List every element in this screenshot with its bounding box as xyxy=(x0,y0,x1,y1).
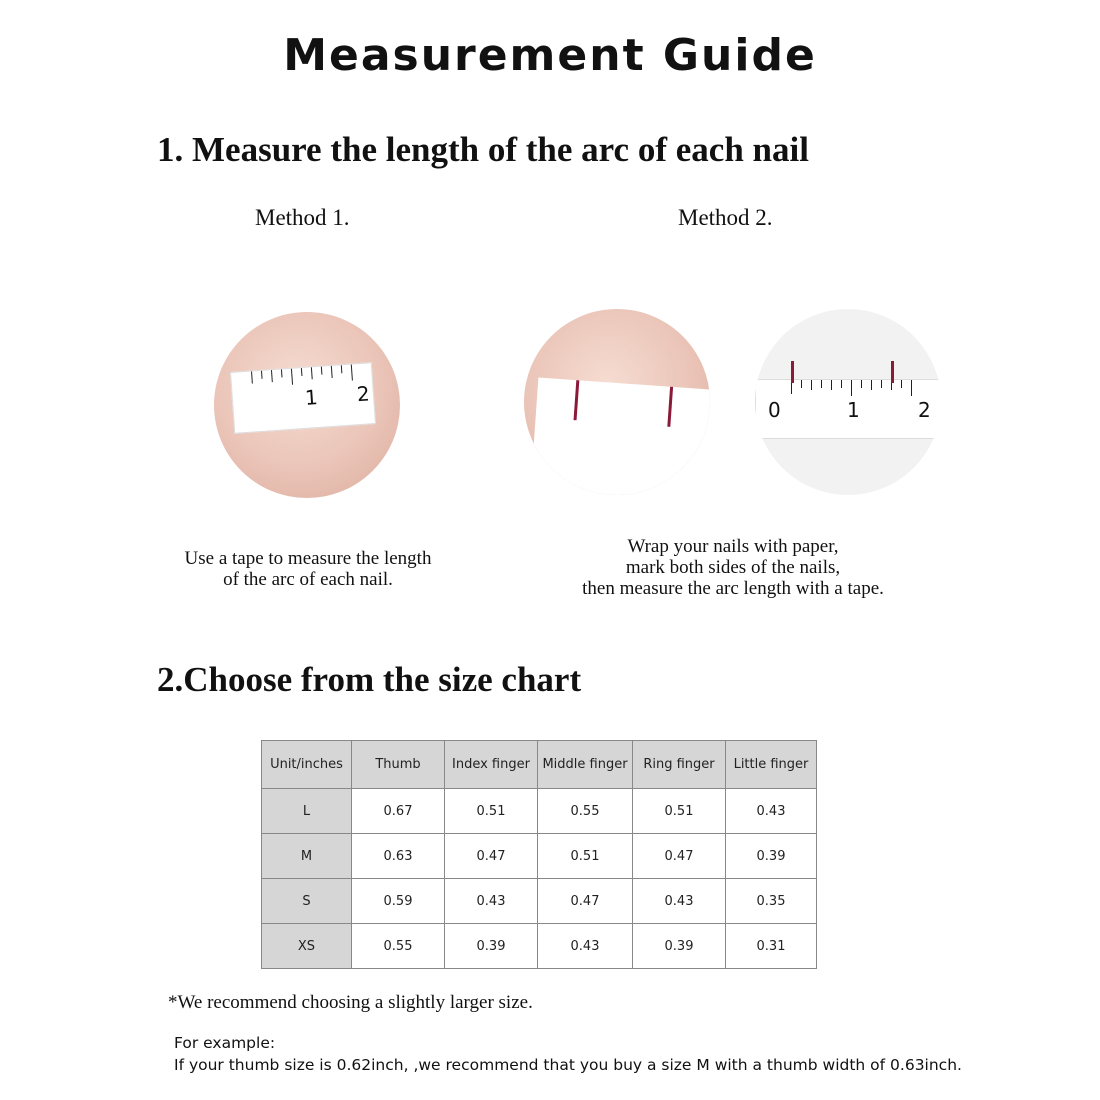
example-text: If your thumb size is 0.62inch, ,we reco… xyxy=(174,1056,962,1074)
table-row: M 0.63 0.47 0.51 0.47 0.39 xyxy=(261,833,817,879)
ruler-mark: 2 xyxy=(918,398,931,422)
column-header: Index finger xyxy=(444,740,538,789)
table-row: L 0.67 0.51 0.55 0.51 0.43 xyxy=(261,788,817,834)
method1-label: Method 1. xyxy=(255,205,350,230)
ruler-mark: 1 xyxy=(847,398,860,422)
size-value: 0.35 xyxy=(725,878,817,924)
size-value: 0.47 xyxy=(444,833,538,879)
caption-line: of the arc of each nail. xyxy=(223,569,393,590)
table-row: XS 0.55 0.39 0.43 0.39 0.31 xyxy=(261,923,817,969)
caption-line: mark both sides of the nails, xyxy=(625,557,841,578)
size-value: 0.59 xyxy=(351,878,445,924)
size-value: 0.63 xyxy=(351,833,445,879)
size-value: 0.51 xyxy=(444,788,538,834)
section2-heading: 2.Choose from the size chart xyxy=(157,660,582,699)
size-value: 0.47 xyxy=(537,878,633,924)
size-value: 0.43 xyxy=(725,788,817,834)
paper-wrap-photo xyxy=(524,309,710,495)
size-value: 0.55 xyxy=(351,923,445,969)
column-header: Unit/inches xyxy=(261,740,352,789)
size-value: 0.39 xyxy=(725,833,817,879)
size-value: 0.43 xyxy=(632,878,726,924)
size-label: XS xyxy=(261,923,352,969)
size-value: 0.43 xyxy=(537,923,633,969)
page-title: Measurement Guide xyxy=(283,30,817,81)
recommendation-note: *We recommend choosing a slightly larger… xyxy=(168,992,533,1013)
size-value: 0.31 xyxy=(725,923,817,969)
size-value: 0.47 xyxy=(632,833,726,879)
tape-measure-photo: 1 2 xyxy=(214,312,400,498)
caption-line: Wrap your nails with paper, xyxy=(627,536,839,557)
size-chart-table: Unit/inches Thumb Index finger Middle finge… xyxy=(261,740,817,969)
size-value: 0.67 xyxy=(351,788,445,834)
size-value: 0.55 xyxy=(537,788,633,834)
table-row: S 0.59 0.43 0.47 0.43 0.35 xyxy=(261,878,817,924)
column-header: Middle finger xyxy=(537,740,633,789)
column-header: Ring finger xyxy=(632,740,726,789)
size-label: M xyxy=(261,833,352,879)
caption-line: Use a tape to measure the length xyxy=(184,548,432,569)
size-value: 0.39 xyxy=(444,923,538,969)
column-header: Little finger xyxy=(725,740,817,789)
size-value: 0.39 xyxy=(632,923,726,969)
example-block: For example: If your thumb size is 0.62i… xyxy=(174,1032,962,1076)
size-label: S xyxy=(261,878,352,924)
ruler-mark: 2 xyxy=(356,381,371,407)
ruler-mark: 0 xyxy=(768,398,781,422)
caption-line: then measure the arc length with a tape. xyxy=(582,578,884,599)
column-header: Thumb xyxy=(351,740,445,789)
size-value: 0.51 xyxy=(632,788,726,834)
ruler-mark: 1 xyxy=(304,385,319,410)
size-value: 0.43 xyxy=(444,878,538,924)
ruler-photo: 0 1 2 xyxy=(755,309,941,495)
method2-caption: Wrap your nails with paper, mark both si… xyxy=(520,536,946,599)
example-label: For example: xyxy=(174,1034,276,1052)
method2-label: Method 2. xyxy=(678,205,773,230)
method1-caption: Use a tape to measure the length of the … xyxy=(130,548,486,590)
section1-heading: 1. Measure the length of the arc of each… xyxy=(157,130,809,169)
size-label: L xyxy=(261,788,352,834)
size-value: 0.51 xyxy=(537,833,633,879)
